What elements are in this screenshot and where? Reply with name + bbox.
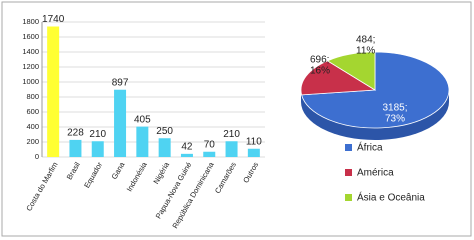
pie-slice [300, 60, 377, 96]
bar [225, 141, 238, 157]
y-tick-label: 400 [26, 122, 39, 131]
data-label: 897 [112, 77, 129, 88]
data-label: 110 [246, 136, 262, 147]
legend-label: Ásia e Oceânia [357, 191, 425, 204]
bar [114, 89, 127, 157]
y-tick-label: 600 [26, 107, 39, 116]
data-label: 484; [356, 35, 375, 46]
legend-swatch [345, 144, 352, 151]
y-tick-label: 1000 [22, 77, 39, 86]
data-label: 696; [310, 55, 329, 66]
data-label: 42 [181, 141, 193, 152]
legend-label: África [357, 141, 383, 154]
legend-swatch [345, 194, 352, 201]
y-tick-label: 200 [26, 137, 39, 146]
y-tick-label: 1200 [22, 62, 39, 71]
data-label: 3185; [382, 103, 407, 114]
data-label: 16% [310, 66, 330, 77]
y-tick-label: 1800 [22, 17, 39, 26]
data-label: 250 [156, 126, 173, 137]
bar [247, 148, 260, 157]
legend-label: América [357, 168, 394, 179]
bar [47, 26, 60, 157]
bar [91, 141, 104, 157]
bar [136, 126, 149, 157]
data-label: 210 [223, 129, 240, 140]
pie-slice [326, 51, 376, 91]
y-tick-label: 1600 [22, 32, 39, 41]
data-label: 1740 [42, 14, 65, 25]
data-label: 210 [89, 129, 106, 140]
data-label: 228 [67, 128, 84, 139]
bar [203, 151, 216, 157]
data-label: 405 [134, 114, 151, 125]
data-label: 11% [356, 46, 375, 57]
y-tick-label: 1400 [22, 47, 39, 56]
y-tick-label: 800 [26, 92, 39, 101]
legend-swatch [345, 169, 352, 176]
bar [69, 139, 82, 157]
bar [180, 153, 193, 157]
y-tick-label: 0 [35, 152, 39, 161]
data-label: 70 [204, 139, 216, 150]
bar [158, 138, 171, 157]
data-label: 73% [385, 114, 405, 125]
